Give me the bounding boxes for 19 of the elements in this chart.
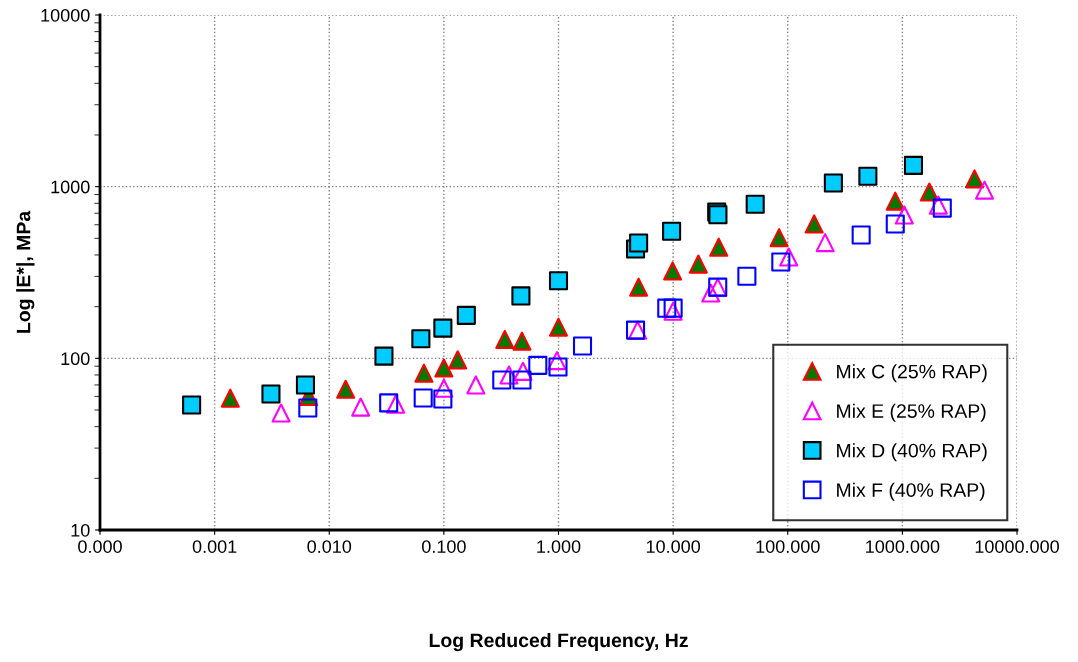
x-tick-label: 100.000 — [756, 540, 820, 553]
x-tick-label: 0.001 — [192, 540, 237, 553]
y-tick-label: 10 — [71, 523, 90, 537]
x-tick-label: 0.000 — [78, 540, 122, 553]
legend-label: Mix C (25% RAP) — [837, 364, 987, 383]
x-tick-label: 10.000 — [646, 540, 701, 553]
x-tick-label: 0.100 — [421, 540, 466, 553]
x-tick-label: 1.000 — [537, 540, 581, 553]
y-tick-label: 10000 — [41, 8, 90, 22]
y-axis-title: Log |E*|, MPa — [16, 210, 35, 333]
legend-label: Mix D (40% RAP) — [837, 443, 987, 462]
legend-label: Mix F (40% RAP) — [837, 482, 985, 501]
y-tick-label: 1000 — [51, 180, 90, 194]
x-tick-label: 1000.000 — [866, 540, 940, 553]
x-axis-title: Log Reduced Frequency, Hz — [429, 632, 688, 652]
legend-label: Mix E (25% RAP) — [837, 403, 986, 422]
x-tick-label: 10000.000 — [975, 540, 1059, 553]
y-tick-label: 100 — [61, 352, 90, 366]
x-tick-label: 0.010 — [307, 540, 352, 553]
